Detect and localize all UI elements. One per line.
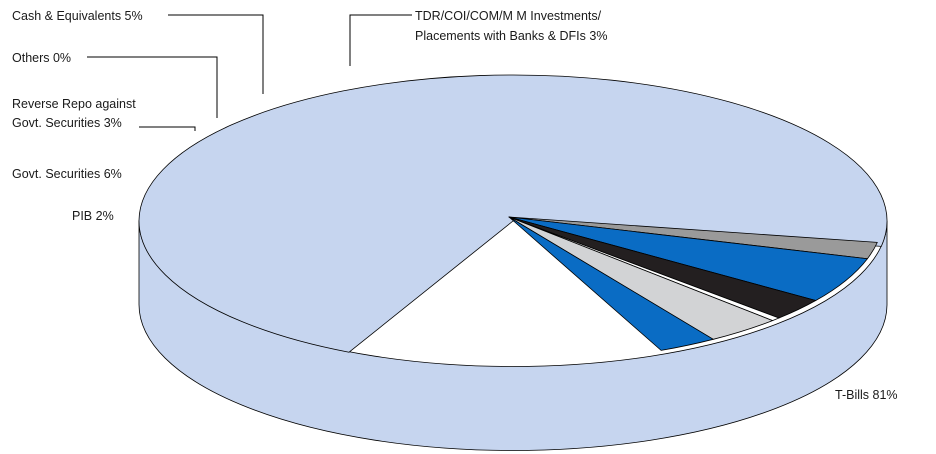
label-t-bills-line-1: T-Bills 81% <box>835 388 898 402</box>
label-pib-line-1: PIB 2% <box>72 209 114 223</box>
label-cash-equivalents: Cash & Equivalents 5% <box>12 9 143 23</box>
leader-tdr <box>349 14 412 66</box>
label-tdr-placements-line-2: Placements with Banks & DFIs 3% <box>415 29 607 43</box>
label-tdr-placements-line-1: TDR/COI/COM/M M Investments/ <box>415 9 602 23</box>
label-reverse-repo: Reverse Repo against Govt. Securities 3% <box>12 97 136 130</box>
label-others-line-1: Others 0% <box>12 51 71 65</box>
leader-reverse-repo <box>139 126 196 131</box>
leader-cash-equivalents <box>168 14 264 94</box>
pie-top-face <box>138 74 888 353</box>
label-govt-securities: Govt. Securities 6% <box>12 167 122 181</box>
label-reverse-repo-line-1: Reverse Repo against <box>12 97 136 111</box>
leader-lines <box>87 14 412 131</box>
label-pib: PIB 2% <box>72 209 114 223</box>
leader-others <box>87 56 218 118</box>
slice-tdr-placements <box>508 216 714 351</box>
label-t-bills: T-Bills 81% <box>835 388 898 402</box>
slice-t-bills <box>138 74 888 353</box>
label-cash-equivalents-line-1: Cash & Equivalents 5% <box>12 9 143 23</box>
slice-labels: T-Bills 81% PIB 2% Govt. Securities 6% Reve… <box>12 9 898 402</box>
label-tdr-placements: TDR/COI/COM/M M Investments/Placements w… <box>415 9 607 43</box>
label-others: Others 0% <box>12 51 71 65</box>
label-govt-securities-line-1: Govt. Securities 6% <box>12 167 122 181</box>
label-reverse-repo-line-2: Govt. Securities 3% <box>12 116 122 130</box>
